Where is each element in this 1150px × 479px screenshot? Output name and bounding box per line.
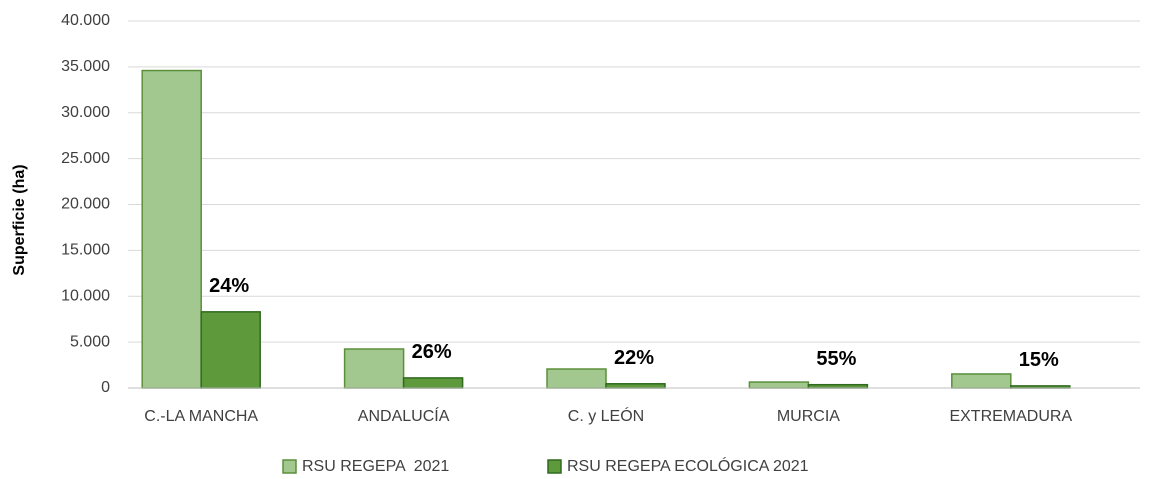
bar xyxy=(402,377,464,389)
legend-swatch xyxy=(282,459,297,474)
y-tick-label: 15.000 xyxy=(61,242,110,259)
y-tick-label: 25.000 xyxy=(61,150,110,167)
x-tick-label: MURCIA xyxy=(777,408,840,425)
bar xyxy=(605,383,666,389)
y-tick-label: 10.000 xyxy=(61,287,110,304)
bar xyxy=(951,373,1012,389)
annotation: 24% xyxy=(209,275,249,297)
bar xyxy=(343,348,405,389)
annotation: 55% xyxy=(816,348,856,370)
legend-label: RSU REGEPA 2021 xyxy=(302,458,449,475)
legend-label: RSU REGEPA ECOLÓGICA 2021 xyxy=(567,456,809,475)
bar xyxy=(200,311,261,389)
y-tick-label: 35.000 xyxy=(61,58,110,75)
y-axis-title: Superficie (ha) xyxy=(11,164,28,275)
y-tick-label: 20.000 xyxy=(61,196,110,213)
y-tick-label: 30.000 xyxy=(61,104,110,121)
bar xyxy=(748,381,810,389)
y-tick-label: 5.000 xyxy=(70,333,110,350)
x-tick-label: ANDALUCÍA xyxy=(358,406,450,425)
x-tick-label: EXTREMADURA xyxy=(949,408,1072,425)
y-tick-label: 40.000 xyxy=(61,12,110,29)
y-tick-label: 0 xyxy=(101,379,110,396)
annotation: 26% xyxy=(412,341,452,363)
bar xyxy=(546,368,607,389)
x-tick-label: C.-LA MANCHA xyxy=(144,408,258,425)
x-tick-label: C. y LEÓN xyxy=(568,406,644,425)
annotation: 15% xyxy=(1019,349,1059,371)
bar xyxy=(141,69,202,389)
legend-swatch xyxy=(547,459,562,474)
annotation: 22% xyxy=(614,347,654,369)
